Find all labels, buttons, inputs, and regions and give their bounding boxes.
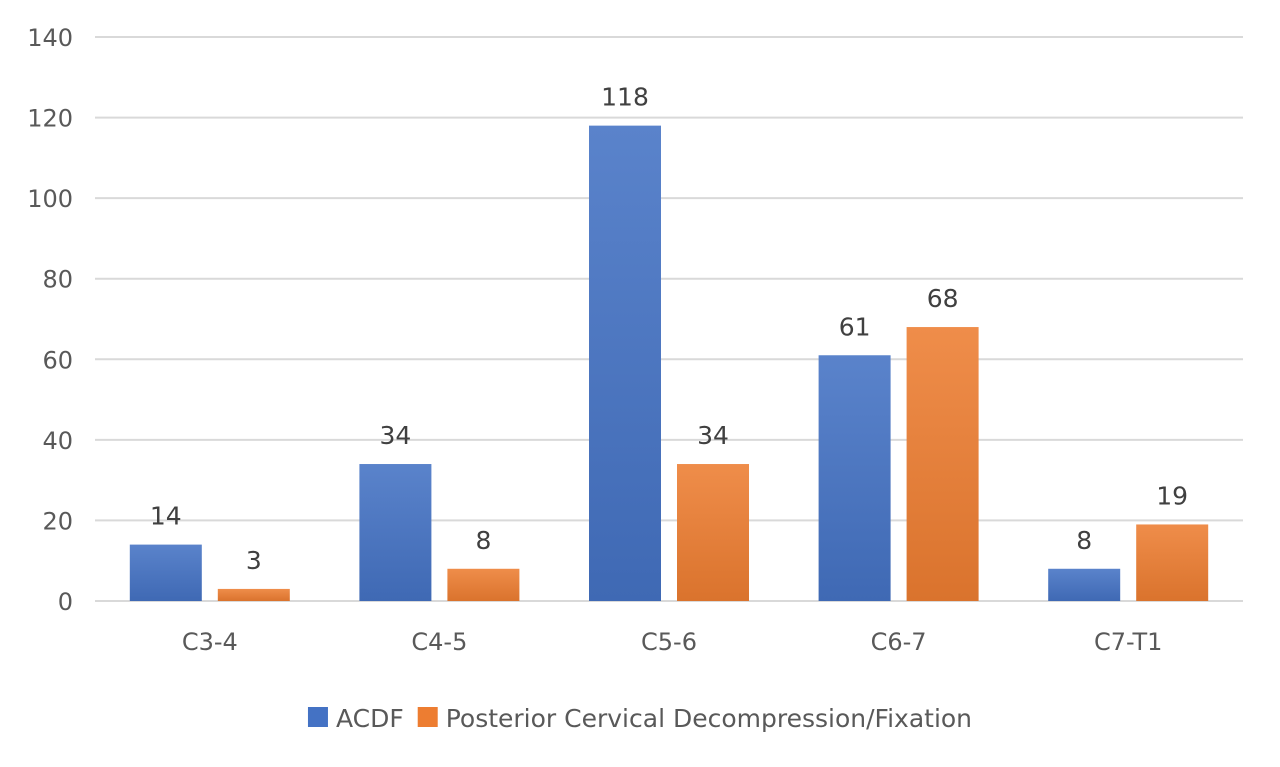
gridlines <box>95 36 1243 602</box>
y-tick-label-60: 60 <box>42 346 73 374</box>
x-tick-label-c4-5: C4-5 <box>411 628 467 656</box>
y-tick-label-0: 0 <box>58 588 73 616</box>
legend-label-acdf: ACDF <box>336 704 404 733</box>
data-label-posterior-cervical-decompression-fixation-c4-5: 8 <box>475 526 491 555</box>
x-tick-label-c3-4: C3-4 <box>182 628 238 656</box>
x-tick-label-c7-t1: C7-T1 <box>1094 628 1162 656</box>
bar-acdf-c6-7 <box>818 355 891 601</box>
bars <box>129 125 1209 601</box>
data-label-acdf-c6-7: 61 <box>839 312 871 341</box>
data-labels: 14 3 34 8 118 34 61 68 8 19 <box>150 83 1188 575</box>
legend-item-acdf: ACDF <box>307 704 404 733</box>
x-tick-label-c6-7: C6-7 <box>871 628 927 656</box>
data-label-acdf-c4-5: 34 <box>379 421 411 450</box>
data-label-posterior-cervical-decompression-fixation-c3-4: 3 <box>246 546 262 575</box>
bar-acdf-c3-4 <box>129 544 202 601</box>
x-axis-ticks: C3-4 C4-5 C5-6 C6-7 C7-T1 <box>182 628 1163 656</box>
legend-item-posterior-cervical-decompression-fixation: Posterior Cervical Decompression/Fixatio… <box>417 704 972 733</box>
y-tick-label-140: 140 <box>27 24 73 52</box>
y-tick-label-120: 120 <box>27 105 73 133</box>
x-tick-label-c5-6: C5-6 <box>641 628 697 656</box>
bar-posterior-cervical-decompression-fixation-c6-7 <box>906 327 979 601</box>
bar-acdf-c5-6 <box>589 125 661 601</box>
bar-posterior-cervical-decompression-fixation-c4-5 <box>447 568 520 601</box>
y-tick-label-20: 20 <box>42 507 73 535</box>
data-label-acdf-c5-6: 118 <box>601 83 649 112</box>
legend: ACDF Posterior Cervical Decompression/Fix… <box>307 704 972 733</box>
data-label-acdf-c7-t1: 8 <box>1076 526 1092 555</box>
y-tick-label-80: 80 <box>42 266 73 294</box>
legend-swatch-acdf <box>307 707 328 727</box>
data-label-posterior-cervical-decompression-fixation-c6-7: 68 <box>927 284 959 313</box>
data-label-posterior-cervical-decompression-fixation-c5-6: 34 <box>697 421 729 450</box>
data-label-posterior-cervical-decompression-fixation-c7-t1: 19 <box>1156 481 1188 510</box>
legend-label-posterior-cervical-decompression-fixation: Posterior Cervical Decompression/Fixatio… <box>446 704 972 733</box>
bar-acdf-c4-5 <box>359 464 432 601</box>
bar-acdf-c7-t1 <box>1048 568 1121 601</box>
bar-posterior-cervical-decompression-fixation-c7-t1 <box>1136 524 1209 601</box>
bar-posterior-cervical-decompression-fixation-c3-4 <box>217 588 290 601</box>
bar-posterior-cervical-decompression-fixation-c5-6 <box>677 464 749 601</box>
y-tick-label-40: 40 <box>42 427 73 455</box>
data-label-acdf-c3-4: 14 <box>150 502 182 531</box>
y-tick-label-100: 100 <box>27 185 73 213</box>
y-axis-ticks: 0 20 40 60 80 100 120 140 <box>27 24 73 616</box>
legend-swatch-posterior-cervical-decompression-fixation <box>417 707 438 727</box>
